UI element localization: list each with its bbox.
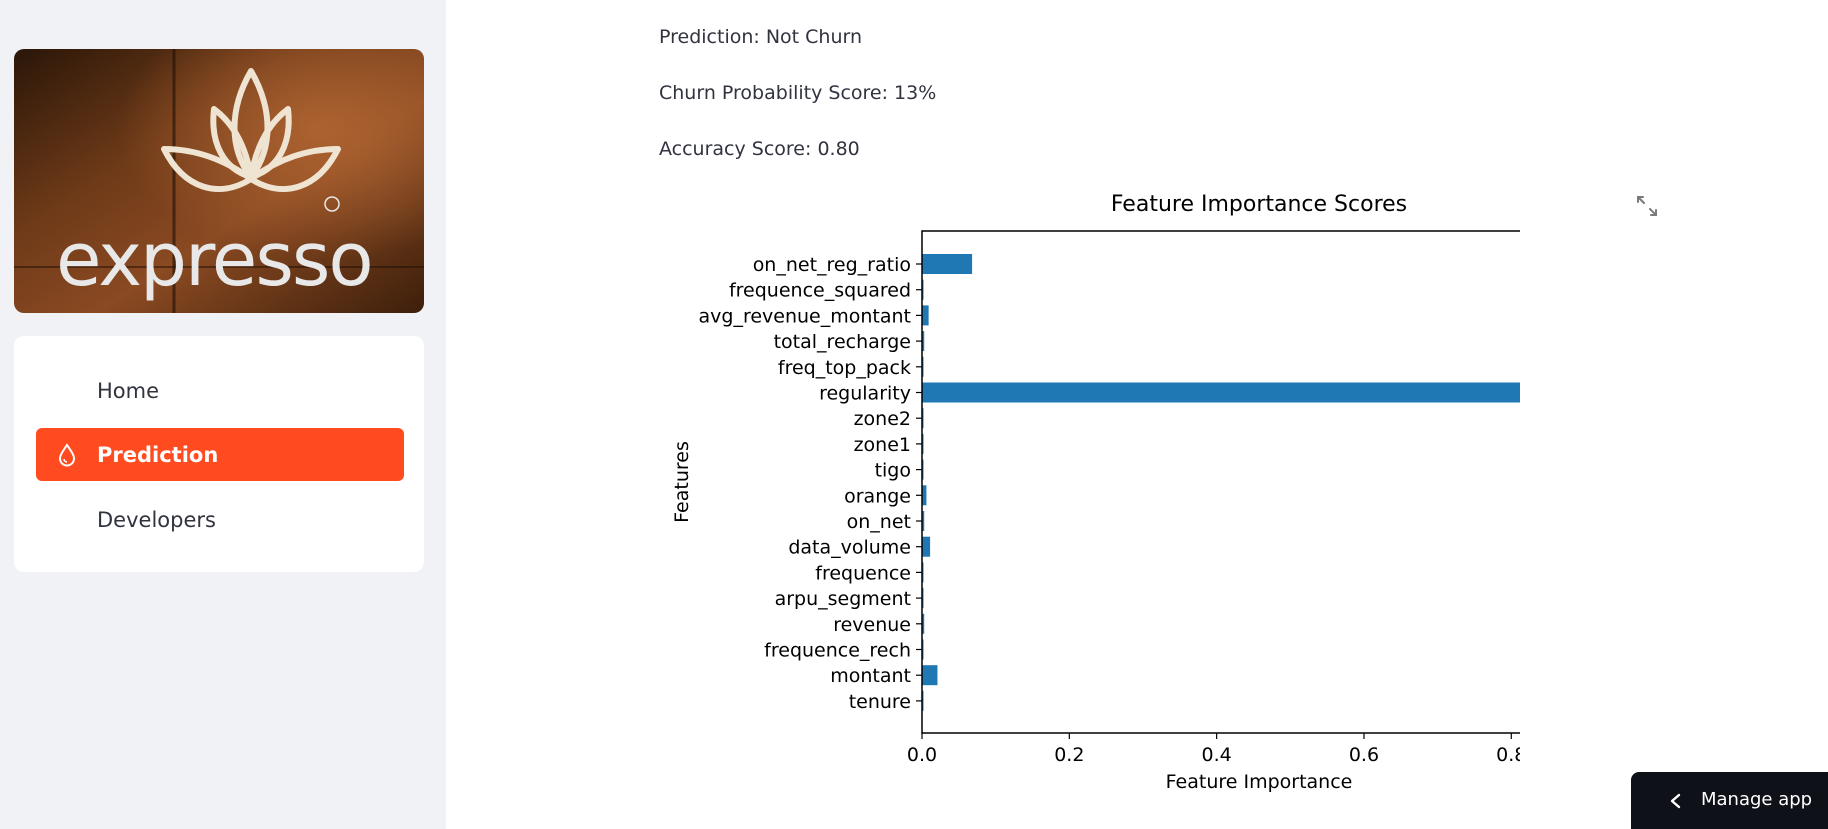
nav-menu: Home Prediction Developers [14,336,424,572]
accuracy-score: Accuracy Score: 0.80 [659,138,860,160]
x-tick-label: 0.6 [1349,744,1379,766]
manage-app-button[interactable]: Manage app [1631,772,1828,829]
y-tick-label: total_recharge [774,331,911,353]
x-tick-label: 0.0 [907,744,937,766]
nav-item-home[interactable]: Home [36,364,404,417]
y-tick-label: regularity [819,383,911,405]
y-axis-label: Features [671,441,693,523]
y-tick-label: freq_top_pack [778,357,911,379]
plot-frame [921,230,1520,734]
nav-item-prediction[interactable]: Prediction [36,428,404,481]
nav-item-label: Prediction [97,442,219,467]
y-tick-label: orange [844,485,911,507]
nav-item-developers[interactable]: Developers [36,493,404,546]
y-tick-label: avg_revenue_montant [699,305,912,327]
churn-probability: Churn Probability Score: 13% [659,82,937,104]
y-tick-label: zone1 [854,434,911,456]
x-tick-label: 0.8 [1496,744,1520,766]
logo-text: expresso [56,217,372,303]
x-axis-label: Feature Importance [1166,771,1353,793]
bar-data_volume [922,536,931,557]
bar-on_net_reg_ratio [922,254,973,274]
chart-title: Feature Importance Scores [1111,192,1407,217]
y-tick-label: montant [830,665,911,687]
expresso-logo: expresso [14,49,424,313]
nav-item-label: Home [97,378,160,403]
y-tick-label: tenure [849,691,911,713]
y-tick-label: zone2 [854,408,911,430]
y-tick-label: frequence [815,562,911,584]
y-tick-label: on_net [847,511,911,533]
chevron-left-icon [1670,793,1681,809]
bar-total_recharge [922,331,925,352]
droplet-icon [58,443,76,467]
bar-avg_revenue_montant [922,305,929,326]
prediction-result: Prediction: Not Churn [659,26,863,48]
y-tick-label: frequence_squared [729,280,911,302]
x-tick-label: 0.2 [1054,744,1084,766]
y-tick-label: frequence_rech [764,640,911,662]
bar-regularity [922,382,1520,403]
bar-revenue [922,613,925,634]
bar-orange [922,485,927,506]
y-tick-label: arpu_segment [775,588,911,610]
nav-item-label: Developers [97,507,216,532]
y-tick-label: revenue [833,614,911,636]
x-tick-label: 0.4 [1202,744,1232,766]
y-tick-label: data_volume [788,537,911,559]
bar-on_net [922,511,925,531]
bar-montant [922,665,938,686]
fullscreen-icon[interactable] [1636,195,1658,217]
y-tick-label: tigo [875,460,911,482]
y-tick-label: on_net_reg_ratio [753,254,911,276]
sidebar: expresso Home Prediction Developers [0,0,446,829]
feature-importance-chart: Feature Importance Scores on_net_reg_rat… [671,192,1520,793]
manage-app-label: Manage app [1701,789,1813,810]
